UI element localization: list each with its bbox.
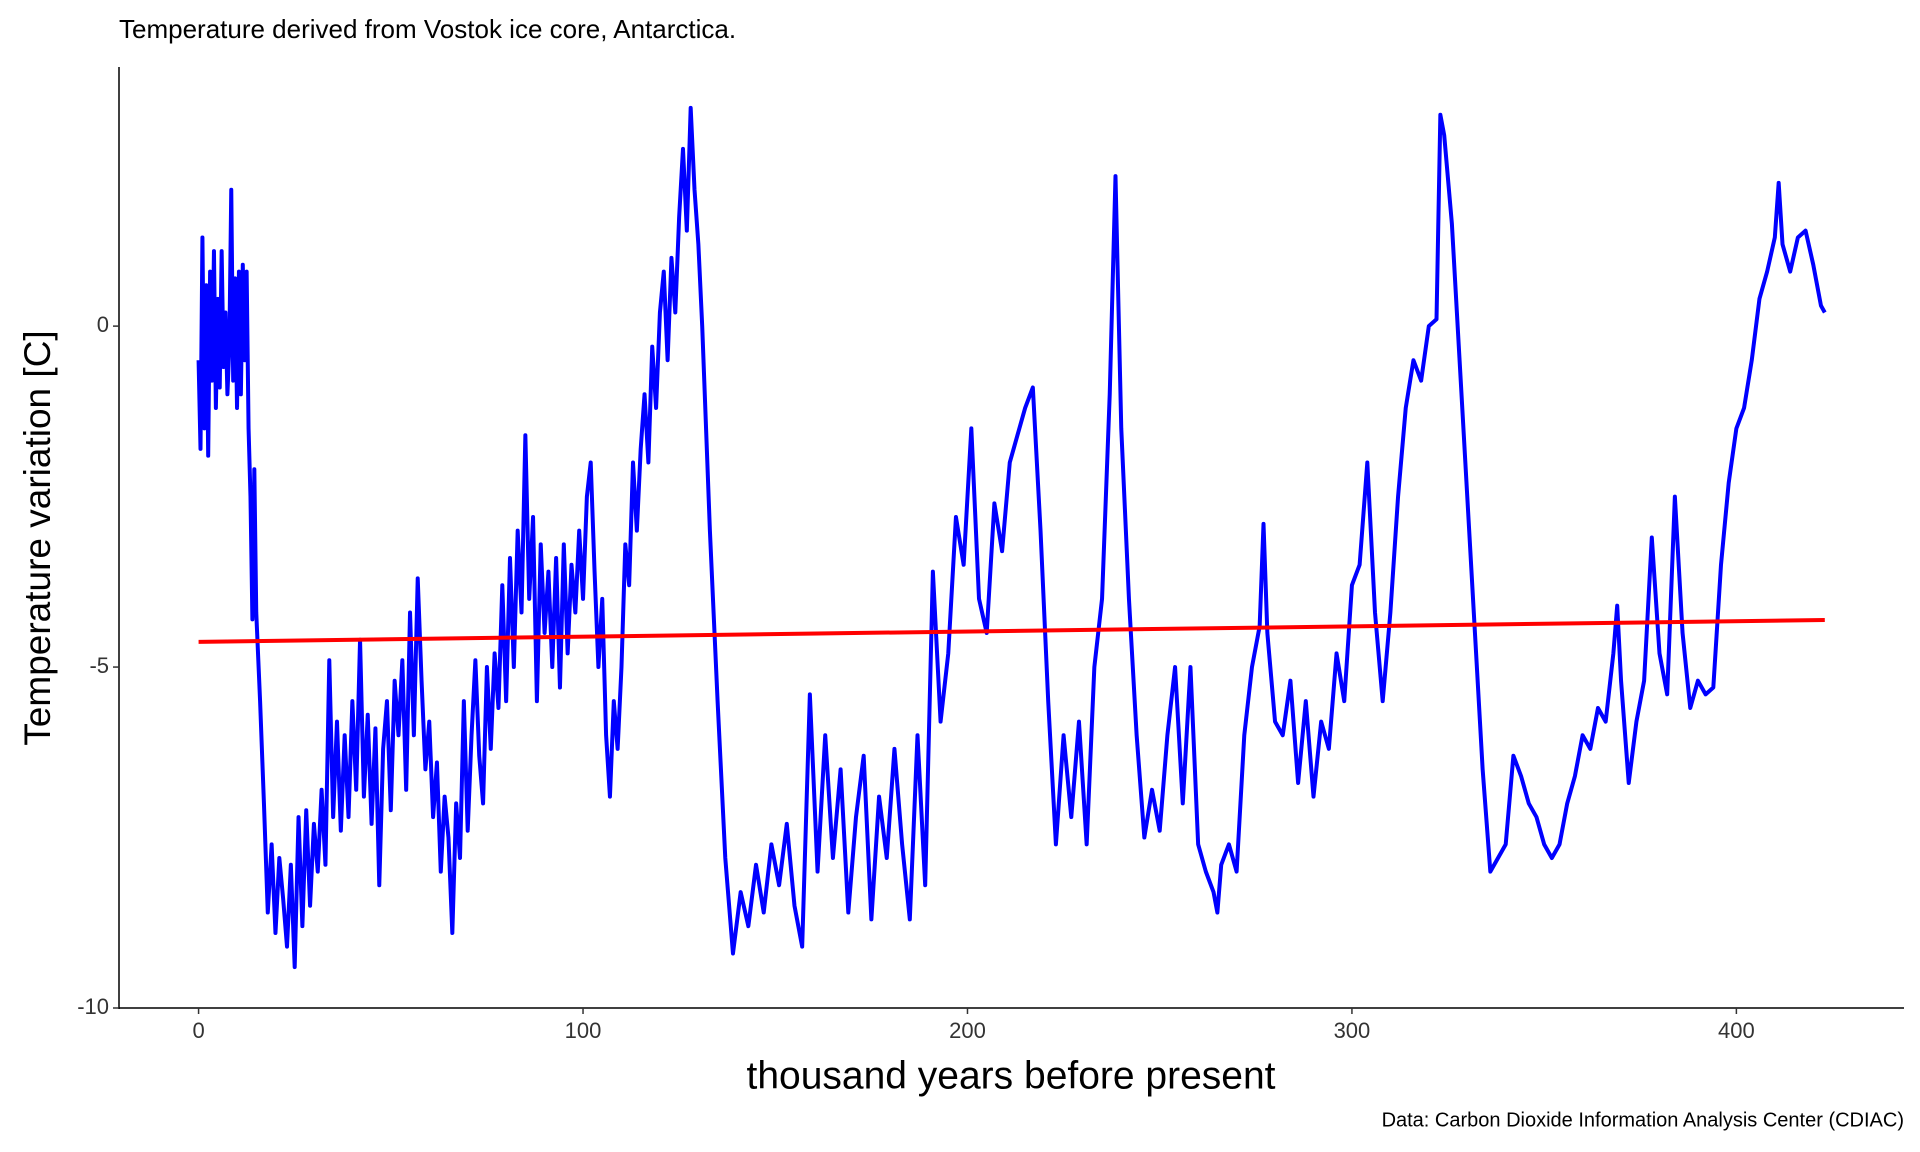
x-tick-label: 0 <box>192 1018 204 1043</box>
caption: Data: Carbon Dioxide Information Analysi… <box>1382 1109 1904 1131</box>
x-axis-label: thousand years before present <box>746 1054 1275 1097</box>
x-tick-label: 100 <box>565 1018 602 1043</box>
x-tick-label: 200 <box>949 1018 986 1043</box>
y-axis-label: Temperature variation [C] <box>17 330 58 745</box>
y-tick-label: -5 <box>89 653 109 678</box>
y-tick-label: 0 <box>97 312 109 337</box>
data-line <box>198 618 1825 644</box>
chart-title: Temperature derived from Vostok ice core… <box>119 14 736 44</box>
data-line <box>196 105 1827 970</box>
x-tick-label: 300 <box>1334 1018 1371 1043</box>
y-tick-label: -10 <box>77 994 109 1019</box>
x-tick-label: 400 <box>1718 1018 1755 1043</box>
